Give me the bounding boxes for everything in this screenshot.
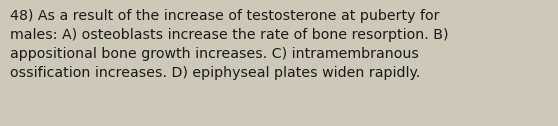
Text: 48) As a result of the increase of testosterone at puberty for
males: A) osteobl: 48) As a result of the increase of testo… bbox=[10, 9, 449, 80]
